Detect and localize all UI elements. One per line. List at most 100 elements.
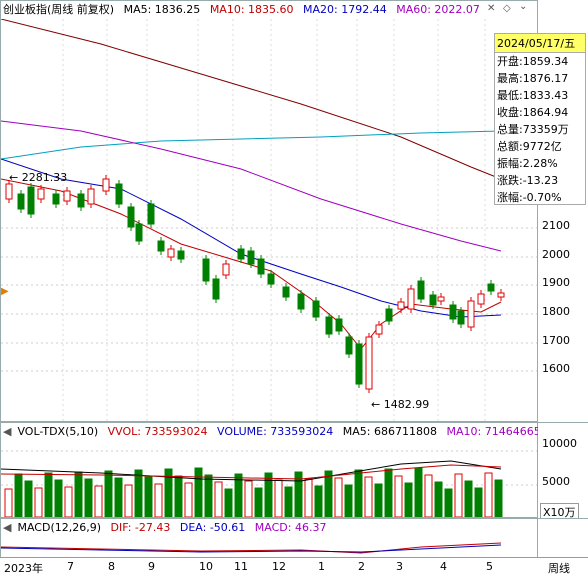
candle-body [477, 293, 485, 305]
macd-panel[interactable]: ◀ MACD(12,26,9) DIF: -27.43 DEA: -50.61 M… [0, 518, 538, 558]
date-axis: 2023年 7 8 9 10 11 12 1 2 3 4 5 周线 [0, 557, 588, 577]
volume-bar [354, 469, 363, 517]
dea-line [1, 544, 502, 553]
candle-body [237, 248, 245, 260]
candle-body [167, 248, 175, 258]
ytick-1900: 1900 [542, 276, 570, 289]
xlabel-7: 7 [67, 560, 74, 573]
macd-header: ◀ MACD(12,26,9) DIF: -27.43 DEA: -50.61 M… [3, 521, 332, 535]
ytick-1800: 1800 [542, 305, 570, 318]
left-arrow-icon[interactable]: ▶ [1, 286, 9, 297]
volume-bar [64, 486, 73, 517]
volume-header: ◀ VOL-TDX(5,10) VVOL: 733593024 VOLUME: 7… [3, 425, 554, 439]
close-icon[interactable]: ✕ [487, 3, 496, 14]
volume-bar [74, 471, 83, 517]
volume-bar [24, 480, 33, 517]
info-amplitude: 振幅:2.28% [497, 157, 558, 170]
vol-ma10-label: MA10: 714646656 [446, 425, 548, 438]
volume-bar [474, 487, 483, 517]
xlabel-9: 9 [148, 560, 155, 573]
volume-bar [344, 484, 353, 517]
volume-panel[interactable]: ◀ VOL-TDX(5,10) VVOL: 733593024 VOLUME: 7… [0, 422, 548, 518]
candle-body [397, 301, 405, 310]
candle-body [457, 310, 465, 325]
volume-bar [164, 468, 173, 517]
candle-body [77, 193, 85, 208]
volume-bar [364, 476, 373, 517]
price-chart[interactable] [1, 19, 537, 423]
xlabel-5: 5 [486, 560, 493, 573]
candle-body [27, 186, 35, 215]
candle-body [135, 223, 143, 242]
candle-body [312, 300, 320, 318]
vvol-label: VVOL: 733593024 [107, 425, 208, 438]
diamond-icon[interactable]: ◇ [503, 3, 511, 14]
dea-label: DEA: -50.61 [179, 521, 246, 534]
volume-bar [274, 479, 283, 517]
xlabel-2023: 2023年 [4, 562, 43, 575]
volume-bar [84, 478, 93, 517]
vol-tick-5000: 5000 [542, 475, 570, 488]
volume-bar [14, 473, 23, 517]
volume-bar [144, 476, 153, 517]
ytick-2000: 2000 [542, 248, 570, 261]
volume-bar [224, 488, 233, 517]
volume-bar [444, 488, 453, 517]
candle-body [467, 300, 475, 328]
volume-bar [304, 478, 313, 517]
macd-axis [538, 518, 588, 559]
xlabel-3: 3 [396, 560, 403, 573]
volume-chart[interactable] [1, 439, 537, 517]
info-date: 2024/05/17/五 [495, 34, 585, 53]
volume-bar [314, 485, 323, 517]
xlabel-12: 12 [272, 560, 286, 573]
candle-body [297, 293, 305, 310]
info-volume: 总量:73359万 [497, 123, 569, 136]
volume-bar [324, 470, 333, 517]
candle-body [497, 292, 505, 298]
candle-body [5, 183, 13, 200]
price-panel[interactable]: 创业板指(周线 前复权) MA5: 1836.25 MA10: 1835.60 … [0, 0, 538, 423]
candle-body [375, 324, 383, 335]
info-high: 最高:1876.17 [497, 72, 569, 85]
vol-tick-10000: 10000 [542, 437, 577, 450]
info-close: 收盘:1864.94 [497, 106, 569, 119]
candle-body [212, 278, 220, 300]
candle-body [157, 240, 165, 252]
macd-chart[interactable] [1, 535, 537, 557]
ma60-label: MA60: 2022.07 [396, 3, 480, 16]
high-price-label: ← 2281.33 [9, 171, 68, 184]
macd-expand-icon[interactable]: ◀ [3, 521, 12, 534]
ma20-label: MA20: 1792.44 [303, 3, 387, 16]
xlabel-1: 1 [318, 560, 325, 573]
ytick-1600: 1600 [542, 362, 570, 375]
vol-ma5-label: MA5: 686711808 [342, 425, 437, 438]
volume-axis: 10000 5000 X10万 [538, 422, 588, 521]
ma5-label: MA5: 1836.25 [123, 3, 201, 16]
volume-expand-icon[interactable]: ◀ [3, 425, 12, 438]
info-box: 2024/05/17/五 开盘:1859.34 最高:1876.17 最低:18… [494, 33, 586, 205]
volume-bar [294, 471, 303, 517]
volume-bar [184, 482, 193, 517]
volume-bar [34, 487, 43, 517]
chevron-down-icon[interactable]: ⌄ [519, 1, 528, 12]
volume-bar [454, 473, 463, 517]
volume-bar [334, 477, 343, 517]
candle-body [127, 206, 135, 228]
period-label[interactable]: 周线 [548, 562, 570, 575]
xlabel-11: 11 [234, 560, 248, 573]
volume-label: VOLUME: 733593024 [217, 425, 334, 438]
volume-bar [434, 481, 443, 517]
volume-bar [284, 486, 293, 517]
candle-body [87, 188, 95, 205]
candle-body [267, 273, 275, 285]
candle-body [417, 280, 425, 300]
volume-title: VOL-TDX(5,10) [17, 425, 99, 438]
dif-line [1, 542, 502, 554]
candle-body [147, 203, 155, 225]
candle-body [282, 286, 290, 298]
candle-body [437, 296, 445, 302]
volume-bar [54, 479, 63, 517]
long-ma-line [1, 19, 502, 180]
volume-bar [264, 472, 273, 517]
